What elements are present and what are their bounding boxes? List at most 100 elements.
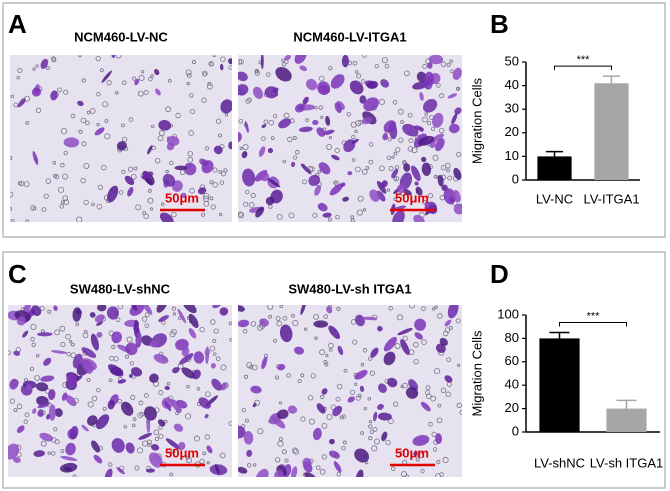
pore bbox=[442, 330, 449, 337]
pore bbox=[277, 440, 284, 447]
cell bbox=[373, 411, 378, 422]
cell bbox=[94, 127, 105, 136]
cell bbox=[323, 129, 335, 135]
pore bbox=[171, 449, 176, 454]
pore bbox=[16, 75, 20, 80]
cell bbox=[130, 305, 138, 312]
cell bbox=[101, 70, 112, 83]
cell bbox=[172, 367, 180, 374]
pore bbox=[169, 331, 176, 338]
cell bbox=[72, 307, 82, 322]
pore bbox=[456, 151, 462, 158]
pore bbox=[207, 81, 212, 86]
pore bbox=[138, 400, 144, 406]
pore bbox=[321, 422, 328, 429]
pore bbox=[442, 456, 449, 464]
cell bbox=[421, 156, 427, 163]
pore bbox=[334, 147, 340, 154]
pore bbox=[343, 368, 348, 373]
pore bbox=[185, 69, 192, 76]
cell bbox=[287, 405, 298, 414]
pore bbox=[118, 190, 124, 195]
pore bbox=[295, 150, 300, 155]
cell bbox=[447, 305, 459, 319]
pore bbox=[8, 350, 12, 356]
pore bbox=[455, 318, 461, 324]
pore bbox=[274, 457, 281, 463]
micrograph bbox=[238, 55, 462, 222]
pore bbox=[351, 134, 356, 140]
pore bbox=[220, 364, 227, 371]
cell bbox=[441, 184, 448, 191]
pore bbox=[223, 168, 228, 173]
cell bbox=[12, 456, 21, 463]
pore bbox=[62, 195, 69, 202]
pore bbox=[219, 180, 225, 185]
cell bbox=[220, 382, 227, 391]
pore bbox=[102, 406, 107, 411]
pore bbox=[212, 182, 218, 188]
pore bbox=[266, 72, 271, 77]
pore bbox=[189, 108, 196, 115]
pore bbox=[315, 465, 321, 470]
micrograph-content bbox=[10, 55, 232, 222]
cell bbox=[452, 67, 462, 80]
pore bbox=[388, 166, 394, 171]
cell bbox=[212, 305, 221, 309]
pore bbox=[317, 170, 322, 174]
cell bbox=[421, 162, 432, 176]
pore bbox=[254, 68, 260, 74]
pore bbox=[84, 120, 90, 126]
significance-label: *** bbox=[577, 54, 591, 66]
pore bbox=[439, 93, 445, 99]
cell bbox=[318, 162, 331, 175]
pore bbox=[96, 122, 100, 127]
pore bbox=[203, 193, 210, 200]
pore bbox=[281, 62, 287, 67]
pore bbox=[350, 121, 357, 128]
pore bbox=[243, 201, 249, 207]
pore bbox=[25, 219, 30, 222]
x-tick-label: LV-NC bbox=[536, 191, 573, 206]
pore bbox=[434, 305, 438, 310]
pore bbox=[132, 76, 137, 81]
pore bbox=[335, 214, 340, 220]
pore bbox=[133, 166, 138, 171]
pore bbox=[122, 80, 127, 85]
pore bbox=[18, 180, 25, 187]
cell bbox=[25, 384, 33, 391]
pore bbox=[402, 382, 408, 389]
cell bbox=[258, 146, 266, 157]
pore bbox=[447, 175, 453, 181]
cell bbox=[158, 315, 169, 323]
pore bbox=[254, 399, 261, 406]
cell bbox=[238, 132, 242, 143]
pore bbox=[63, 199, 70, 206]
pore bbox=[355, 166, 361, 173]
pore bbox=[351, 158, 356, 162]
pore bbox=[396, 314, 404, 321]
pore bbox=[368, 356, 373, 361]
pore bbox=[276, 320, 282, 327]
cell bbox=[411, 165, 421, 182]
pore bbox=[185, 413, 192, 420]
cell bbox=[354, 448, 370, 463]
pore bbox=[456, 86, 461, 91]
pore bbox=[440, 165, 447, 171]
pore bbox=[288, 212, 295, 219]
pore bbox=[186, 385, 190, 389]
pore bbox=[104, 119, 109, 123]
cell bbox=[31, 305, 42, 316]
pore bbox=[213, 352, 217, 356]
pore bbox=[30, 323, 37, 330]
pore bbox=[297, 378, 302, 384]
cell bbox=[165, 438, 181, 450]
cell bbox=[188, 313, 199, 329]
cell bbox=[331, 154, 340, 161]
pore bbox=[386, 155, 392, 161]
cell bbox=[424, 201, 431, 208]
cell bbox=[402, 188, 412, 196]
pore bbox=[292, 448, 299, 455]
pore bbox=[270, 136, 275, 140]
pore bbox=[108, 378, 113, 383]
